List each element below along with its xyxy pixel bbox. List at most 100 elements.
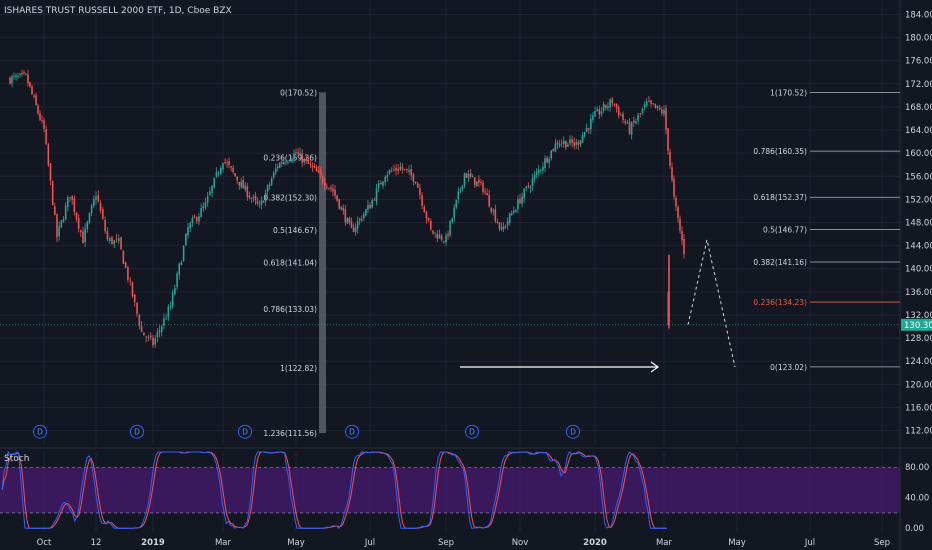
candle-body — [494, 209, 497, 222]
candle-body — [326, 186, 328, 188]
price-tick-label: 160.00 — [905, 149, 932, 159]
candle-body — [577, 142, 580, 145]
candle-body — [529, 187, 532, 189]
time-tick-label: Mar — [215, 538, 232, 548]
time-tick-label: Jul — [804, 538, 815, 548]
candle-body — [585, 127, 588, 132]
fib-retracement-right[interactable]: 1(170.52) 0.786(160.35) 0.618(152.37) 0.5(1… — [753, 88, 900, 372]
time-tick-label: May — [728, 538, 746, 548]
candle-body — [447, 234, 449, 236]
candle-body — [382, 181, 384, 186]
candle-body — [299, 152, 301, 155]
candle-body — [309, 163, 312, 165]
candle-body — [217, 173, 220, 175]
fib-retracement-left[interactable]: 0(170.52) 0.236(159.26) 0.382(152.30) 0.5(1… — [263, 88, 326, 438]
candle-body — [510, 213, 513, 215]
stoch-title: Stoch — [4, 454, 29, 464]
drawings-layer[interactable] — [460, 239, 736, 373]
candle-body — [254, 195, 257, 200]
candle-body — [113, 240, 116, 244]
candle-body — [289, 160, 291, 162]
candle-body — [136, 303, 138, 314]
candle-body — [321, 175, 324, 183]
candle-body — [386, 174, 389, 178]
candle-body — [122, 250, 125, 264]
candle-body — [488, 194, 490, 207]
candle-body — [562, 140, 565, 144]
candle-body — [416, 183, 419, 188]
candle-body — [363, 214, 365, 219]
candle-body — [356, 221, 359, 229]
candle-body — [675, 197, 677, 207]
price-axis[interactable]: 184.00 180.00 176.00 172.00 168.00 164.00 160.… — [0, 10, 932, 437]
candle-body — [607, 106, 609, 109]
candle-body — [350, 221, 353, 229]
price-tick-label: 152.00 — [905, 195, 932, 205]
time-axis[interactable]: Oct 12 2019 Mar May Jul Sep Nov 2020 Mar May Jul Sep — [37, 538, 890, 548]
candle-body — [193, 217, 196, 219]
candle-body — [440, 235, 443, 240]
candle-body — [624, 121, 626, 123]
candle-body — [371, 200, 373, 208]
arrow-head[interactable] — [650, 361, 660, 373]
fib-right-level-label: 0(123.02) — [770, 363, 807, 372]
candle-body — [550, 150, 553, 159]
candle-body — [143, 332, 145, 336]
time-tick-label: Nov — [512, 538, 529, 548]
candle-body — [260, 200, 263, 205]
candle-body — [633, 120, 635, 123]
candle-body — [307, 158, 310, 164]
dividend-marker[interactable] — [238, 424, 252, 439]
candle-body — [9, 77, 11, 84]
stoch-band — [0, 467, 900, 513]
candle-body — [246, 186, 249, 197]
candle-body — [301, 153, 303, 163]
candle-body — [600, 111, 603, 115]
fib-left-level-label: 0.618(141.04) — [263, 259, 317, 268]
candle-body — [373, 199, 376, 201]
candle-body — [73, 198, 76, 212]
candle-body — [140, 326, 143, 332]
dividend-marker[interactable] — [130, 424, 144, 439]
candle-body — [556, 142, 559, 145]
fib-left-level-label: 0.5(146.67) — [273, 226, 317, 235]
candle-body — [111, 237, 113, 244]
candle-body — [104, 219, 106, 232]
candle-body — [410, 168, 413, 176]
candle-body — [681, 231, 683, 241]
candle-body — [449, 221, 451, 236]
price-tick-label: 156.00 — [905, 172, 932, 182]
dividend-marker[interactable] — [345, 424, 359, 439]
candle-body — [90, 205, 93, 213]
candle-body — [82, 231, 84, 244]
candle-body — [77, 217, 80, 229]
candle-body — [291, 159, 293, 162]
candle-body — [419, 188, 421, 195]
candle-body — [287, 162, 289, 163]
dividend-marker-label: D — [570, 428, 576, 437]
candle-body — [667, 291, 670, 325]
candle-body — [552, 148, 555, 151]
time-tick-label: May — [287, 538, 305, 548]
candle-body — [51, 181, 54, 206]
candle-body — [86, 221, 89, 229]
candle-body — [369, 205, 371, 209]
candle-body — [523, 188, 525, 199]
candle-body — [60, 220, 63, 227]
candle-body — [169, 305, 172, 308]
candle-body — [180, 262, 183, 266]
candle-body — [367, 204, 369, 211]
dividend-marker[interactable] — [33, 424, 47, 439]
candle-body — [56, 214, 58, 238]
fib-left-level-label: 1(122.82) — [280, 364, 317, 373]
dividend-marker[interactable] — [465, 424, 479, 439]
fib-left-bar[interactable] — [319, 92, 326, 434]
candle-body — [69, 197, 71, 198]
price-tick-label: 132.00 — [905, 311, 932, 321]
candle-body — [84, 228, 86, 242]
candle-body — [592, 115, 594, 120]
candle-body — [80, 230, 82, 233]
dividend-marker[interactable] — [566, 424, 580, 439]
